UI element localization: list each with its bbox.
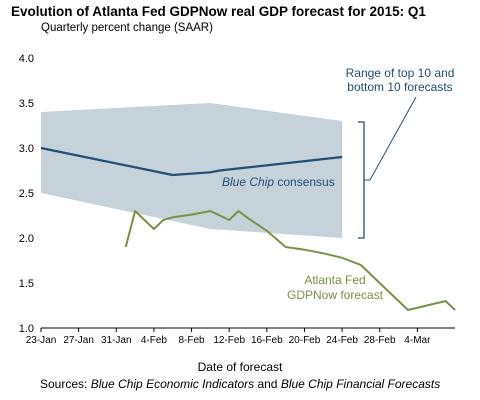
x-tick-label: 31-Jan — [101, 335, 132, 346]
x-tick-label: 20-Feb — [289, 335, 321, 346]
axes-layer: 1.0 1.5 2.0 2.5 3.0 3.5 4.0 23-Jan 27-Jan 31-Jan 4… — [19, 53, 455, 346]
y-tick-label: 3.5 — [19, 98, 34, 110]
y-tick-label: 2.5 — [19, 188, 34, 200]
x-tick-label: 27-Jan — [63, 335, 94, 346]
blue-chip-consensus-line — [40, 146, 343, 177]
x-tick-label: 8-Feb — [178, 335, 205, 346]
y-tick-label: 3.0 — [19, 143, 34, 155]
x-tick-label: 4-Mar — [404, 335, 431, 346]
gdpnow-forecast-line — [124, 210, 456, 311]
gdpnow-label-line1: Atlanta Fed — [304, 273, 365, 287]
x-tick-label: 28-Feb — [364, 335, 396, 346]
range-pointer — [364, 96, 417, 181]
gdpnow-label-line2: GDPNow forecast — [287, 288, 384, 302]
x-tick-label: 24-Feb — [326, 335, 358, 346]
source-blue-chip-financial: Blue Chip Financial Forecasts — [280, 377, 441, 391]
range-bracket — [358, 121, 365, 239]
x-tick-label: 16-Feb — [251, 335, 283, 346]
bluechip-label-italic: Blue Chip — [222, 175, 274, 189]
forecast-range-band — [41, 103, 343, 238]
y-tick-label: 4.0 — [19, 53, 34, 65]
chart-subtitle: Quarterly percent change (SAAR) — [41, 22, 213, 34]
source-and: and — [254, 377, 281, 391]
x-axis-label: Date of forecast — [197, 360, 283, 374]
x-tick-label: 12-Feb — [213, 335, 245, 346]
source-note: Sources: Blue Chip Economic Indicators a… — [40, 377, 440, 391]
band-layer — [41, 103, 343, 238]
bluechip-label: Blue Chip consensus — [222, 175, 335, 189]
x-tick-label: 23-Jan — [26, 335, 57, 346]
y-tick-label: 1.5 — [19, 278, 34, 290]
y-tick-label: 2.0 — [19, 233, 34, 245]
annotation-layer: Range of top 10 and bottom 10 forecasts … — [222, 66, 454, 302]
range-label-line2: bottom 10 forecasts — [347, 80, 452, 94]
chart-title: Evolution of Atlanta Fed GDPNow real GDP… — [11, 4, 426, 19]
x-tick-label: 4-Feb — [141, 335, 168, 346]
source-blue-chip-economic: Blue Chip Economic Indicators — [90, 377, 255, 391]
source-prefix: Sources: — [40, 377, 91, 391]
range-label-line1: Range of top 10 and — [346, 66, 455, 80]
series-layer — [40, 146, 456, 311]
bluechip-label-rest: consensus — [274, 175, 335, 189]
y-tick-label: 1.0 — [19, 323, 34, 335]
